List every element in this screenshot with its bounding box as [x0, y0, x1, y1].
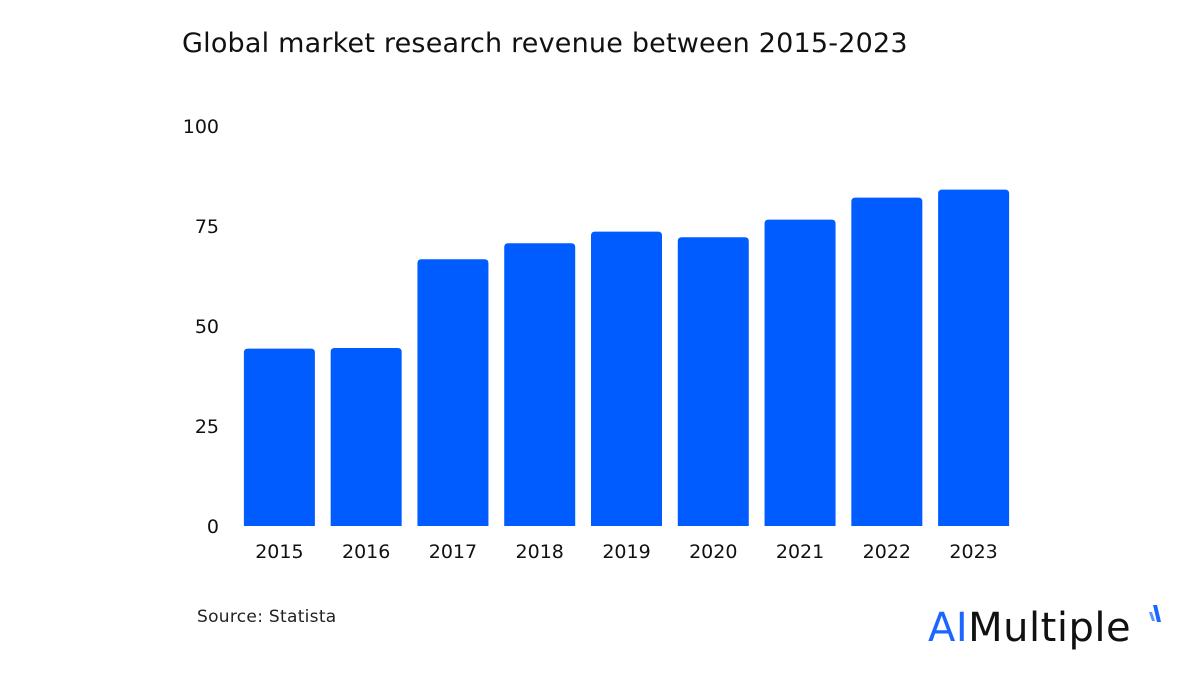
source-note: Source: Statista — [197, 607, 337, 627]
y-tick-label: 75 — [195, 216, 219, 238]
bar-2017 — [417, 259, 489, 526]
x-tick-label: 2016 — [342, 541, 390, 563]
bar-2016 — [330, 348, 402, 526]
x-tick-label: 2017 — [429, 541, 477, 563]
y-tick-label: 50 — [195, 316, 219, 338]
bar-2021 — [764, 219, 836, 526]
logo-multiple-text: Multiple — [968, 605, 1132, 651]
y-axis: 0 25 50 75 100 — [183, 116, 219, 538]
y-tick-label: 25 — [195, 416, 219, 438]
x-tick-label: 2021 — [776, 541, 824, 563]
x-tick-label: 2019 — [602, 541, 650, 563]
y-tick-label: 0 — [207, 516, 219, 538]
bar-2020 — [677, 237, 749, 526]
logo-ai-text: AI — [928, 605, 969, 651]
bar-2023 — [938, 189, 1010, 526]
x-tick-label: 2022 — [863, 541, 911, 563]
aimultiple-logo: AIMultiple — [928, 608, 1131, 648]
x-tick-label: 2018 — [516, 541, 564, 563]
bar-2022 — [851, 197, 923, 526]
x-axis: 2015 2016 2017 2018 2019 2020 2021 2022 2023 — [255, 541, 998, 563]
x-tick-label: 2020 — [689, 541, 737, 563]
chart-title: Global market research revenue between 2… — [182, 28, 908, 59]
bar-2015 — [243, 348, 315, 526]
bar-2018 — [504, 243, 576, 526]
bar-2019 — [591, 231, 662, 526]
bars — [243, 189, 1010, 526]
x-tick-label: 2023 — [949, 541, 997, 563]
y-tick-label: 100 — [183, 116, 219, 138]
x-tick-label: 2015 — [255, 541, 303, 563]
logo-spark-icon — [1149, 605, 1161, 622]
